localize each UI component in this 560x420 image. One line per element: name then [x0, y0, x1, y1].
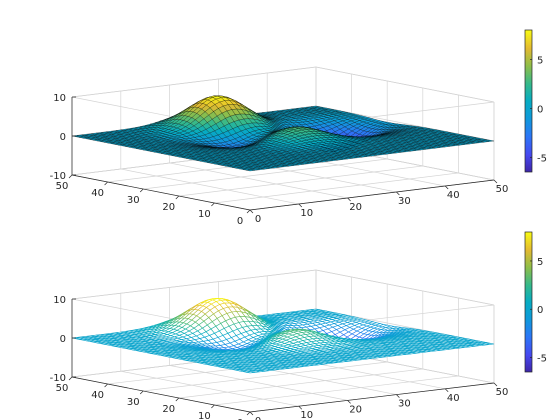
y-tick-label: 30 [127, 195, 140, 206]
gridline [71, 66, 495, 103]
x-tick-label: 0 [255, 214, 261, 225]
y-tick-label: 40 [91, 188, 104, 199]
x-tick-label: 10 [300, 208, 313, 219]
y-tick-label: 50 [56, 181, 69, 192]
colorbar-tick-label: 0 [537, 104, 543, 115]
y-tick [246, 209, 251, 214]
colorbar: -5 0 5 [524, 29, 547, 173]
gridline [71, 269, 495, 306]
x-tick [396, 191, 400, 196]
colorbar-gradient [525, 30, 532, 172]
y-tick-label: 20 [162, 202, 175, 213]
x-tick [493, 179, 498, 184]
x-tick [347, 197, 351, 202]
y-tick [139, 188, 144, 193]
x-tick-label: 20 [349, 202, 362, 213]
y-tick-label: 10 [198, 209, 211, 220]
z-tick-label: 0 [60, 132, 66, 143]
x-tick-label: 30 [398, 196, 411, 207]
surface [71, 297, 495, 374]
colorbar-tick-label: 5 [537, 55, 543, 66]
x-tick-label: 50 [496, 184, 509, 195]
surface [71, 95, 495, 172]
x-tick [444, 185, 449, 190]
x-tick [298, 203, 303, 208]
x-tick-label: 40 [447, 190, 460, 201]
y-tick-label: 0 [237, 216, 243, 227]
y-tick [211, 202, 215, 207]
z-tick-label: 10 [53, 93, 66, 104]
colorbar-tick-label: -5 [537, 153, 547, 164]
z-tick-label: -10 [50, 171, 66, 182]
y-tick [68, 174, 73, 179]
x-tick [249, 209, 254, 214]
y-tick [175, 195, 180, 200]
y-tick [104, 181, 108, 186]
